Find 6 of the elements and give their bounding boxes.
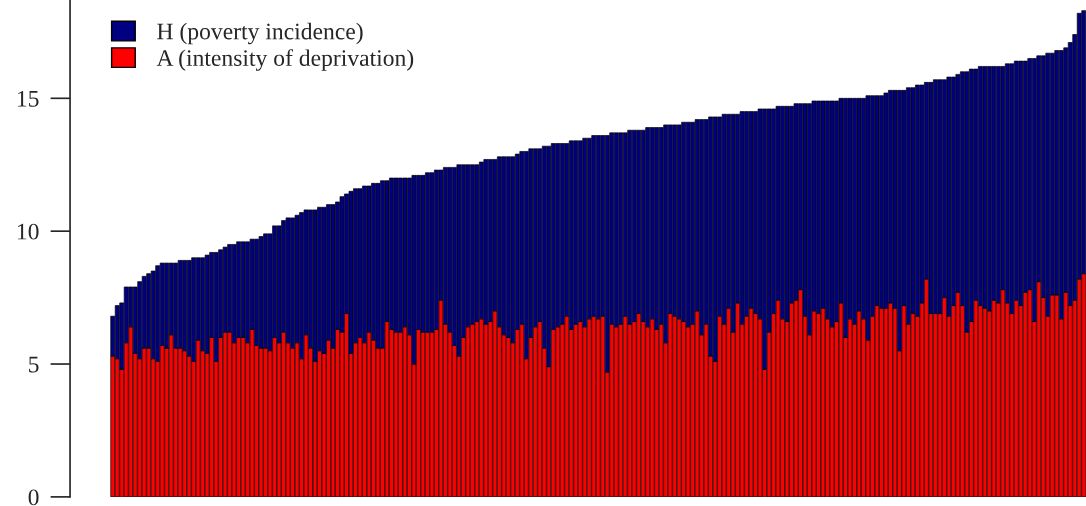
y-tick-label: 15 [17,90,39,107]
y-tick-label: 10 [17,223,39,240]
y-tick-label: 5 [29,356,39,373]
legend-label: A (intensity of deprivation) [156,49,414,71]
y-tick-label: 0 [28,489,39,506]
legend-label: H (poverty incidence) [157,22,363,45]
